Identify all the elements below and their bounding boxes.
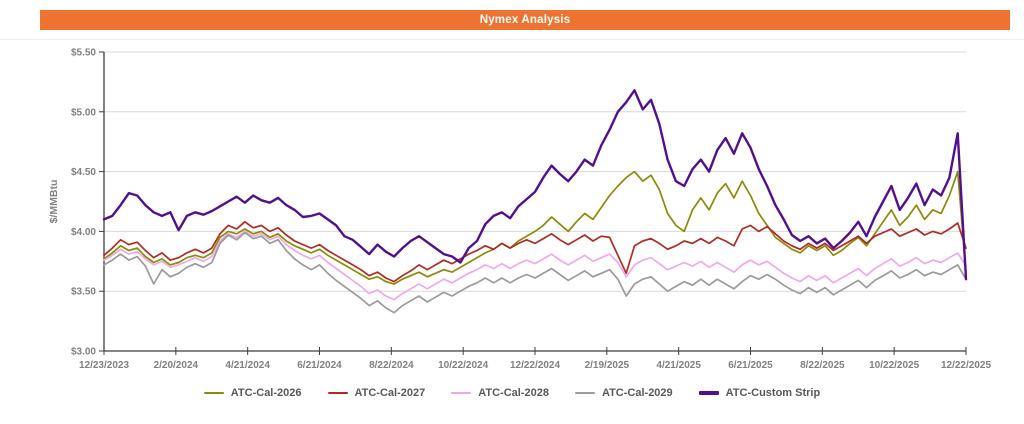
x-tick-label: 4/21/2025 bbox=[656, 360, 701, 371]
legend-label: ATC-Cal-2027 bbox=[354, 387, 426, 399]
chart-legend: ATC-Cal-2026 ATC-Cal-2027 ATC-Cal-2028 ATC-… bbox=[0, 387, 1024, 399]
x-tick-label: 10/22/2025 bbox=[869, 360, 919, 371]
legend-label: ATC-Custom Strip bbox=[725, 387, 821, 399]
series-line-atc-custom-strip bbox=[102, 89, 968, 281]
y-tick-label: $5.50 bbox=[71, 48, 96, 59]
series-line-atc-cal-2026 bbox=[103, 170, 967, 285]
y-tick-label: $3.00 bbox=[71, 347, 96, 358]
legend-swatch bbox=[203, 391, 224, 395]
legend-label: ATC-Cal-2026 bbox=[230, 387, 302, 399]
legend-swatch bbox=[574, 391, 595, 395]
legend-item-atc-cal-2028: ATC-Cal-2028 bbox=[451, 387, 549, 399]
x-tick-label: 12/23/2023 bbox=[79, 360, 129, 371]
legend-swatch bbox=[698, 391, 719, 395]
legend-item-atc-cal-2029: ATC-Cal-2029 bbox=[574, 387, 673, 399]
legend-item-atc-cal-2026: ATC-Cal-2026 bbox=[203, 387, 302, 399]
series-line-atc-cal-2028 bbox=[103, 230, 967, 301]
x-tick-label: 2/19/2025 bbox=[585, 360, 630, 371]
series-line-atc-cal-2027 bbox=[103, 220, 967, 283]
y-tick-label: $4.00 bbox=[71, 227, 96, 238]
x-tick-label: 12/22/2024 bbox=[510, 360, 560, 371]
x-tick-label: 8/22/2024 bbox=[369, 360, 414, 371]
x-tick-label: 2/20/2024 bbox=[154, 360, 199, 371]
y-tick-label: $3.50 bbox=[71, 287, 96, 298]
legend-label: ATC-Cal-2028 bbox=[478, 387, 549, 399]
header-divider bbox=[0, 39, 1024, 40]
x-tick-label: 6/21/2024 bbox=[297, 360, 342, 371]
x-tick-label: 4/21/2024 bbox=[225, 360, 270, 371]
panel-header: Nymex Analysis bbox=[40, 10, 1010, 30]
panel-title: Nymex Analysis bbox=[479, 14, 571, 26]
legend-item-atc-custom-strip: ATC-Custom Strip bbox=[698, 387, 821, 399]
series-line-atc-cal-2029 bbox=[103, 231, 967, 314]
y-axis-title: $/MMBtu bbox=[48, 180, 60, 224]
legend-swatch bbox=[451, 391, 472, 395]
y-tick-label: $4.50 bbox=[71, 167, 96, 178]
x-tick-label: 12/22/2025 bbox=[941, 360, 991, 371]
y-tick-label: $5.00 bbox=[71, 107, 96, 118]
legend-swatch bbox=[327, 391, 348, 395]
x-tick-label: 10/22/2024 bbox=[438, 360, 488, 371]
legend-label: ATC-Cal-2029 bbox=[601, 387, 673, 399]
x-tick-label: 6/21/2025 bbox=[728, 360, 773, 371]
x-tick-label: 8/22/2025 bbox=[800, 360, 845, 371]
legend-item-atc-cal-2027: ATC-Cal-2027 bbox=[327, 387, 426, 399]
